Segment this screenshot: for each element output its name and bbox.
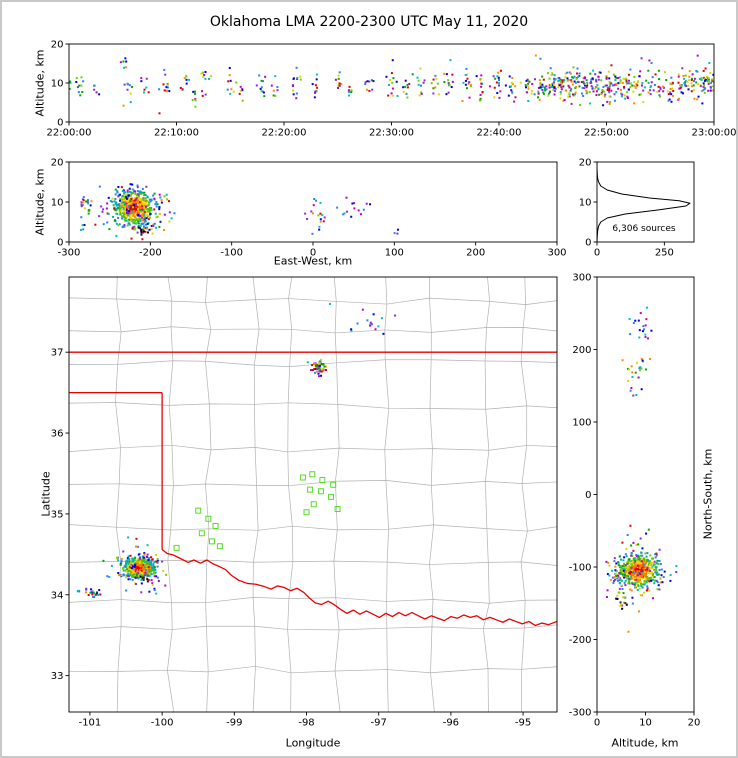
map-ylabel: Latitude <box>39 471 53 517</box>
sources-count-annotation: 6,306 sources <box>612 224 676 234</box>
time-height-ylabel: Altitude, km <box>33 49 47 117</box>
ns-height-xlabel: Altitude, km <box>611 736 679 750</box>
figure-title: Oklahoma LMA 2200-2300 UTC May 11, 2020 <box>209 14 529 30</box>
ns-height-right-label: North-South, km <box>701 448 715 540</box>
map-xlabel: Longitude <box>285 736 341 750</box>
ew-height-ylabel: Altitude, km <box>33 168 47 236</box>
ew-height-xlabel: East-West, km <box>273 254 353 268</box>
